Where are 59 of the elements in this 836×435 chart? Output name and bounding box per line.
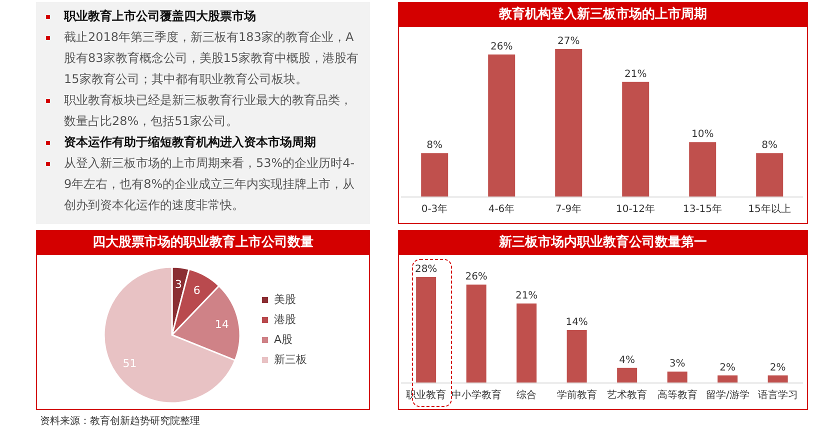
text: 职业教育上市公司覆盖四大股票市场 (62, 8, 257, 25)
bar (555, 49, 582, 197)
text: 资料来源：教育创新趋势研究院整理 (40, 414, 200, 428)
legend-label: 新三板 (273, 352, 307, 368)
bar (617, 368, 638, 383)
x-tick-label: 职业教育 (406, 389, 446, 402)
data-label: 51 (122, 357, 137, 370)
x-tick-label: 艺术教育 (607, 389, 648, 402)
text: 从登入新三板市场的上市周期来看，53%的企业历时4-9年左右，也有8%的企业成立三年内实现挂牌上市，从创办到资本化运作的速度非常快。 (63, 155, 356, 214)
data-label: 14 (214, 318, 229, 331)
data-label: 10% (691, 129, 714, 140)
text: 资本运作有助于缩短教育机构进入资本市场周期 (63, 134, 317, 151)
data-label: 26% (465, 272, 488, 283)
x-tick-label: 10-12年 (616, 203, 656, 216)
data-label: 28% (414, 264, 438, 275)
bar (718, 375, 738, 383)
legend-label: 美股 (273, 292, 297, 308)
x-tick-label: 7-9年 (555, 203, 582, 216)
data-label: 2% (770, 362, 786, 374)
chart-title: 教育机构登入新三板市场的上市周期 (399, 3, 807, 27)
x-tick-label: 语言学习 (758, 389, 798, 402)
bar (466, 284, 486, 383)
text: 职业教育板块已经是新三板教育行业最大的教育品类，数量占比28%，包括51家公司。 (63, 92, 353, 130)
data-label: 8% (762, 140, 778, 152)
x-tick-label: 高等教育 (657, 389, 698, 402)
data-label: 2% (720, 362, 736, 374)
bar (488, 54, 516, 197)
bar (421, 153, 448, 197)
chart-title: 新三板市场内职业教育公司数量第一 (399, 231, 807, 255)
legend-label: 港股 (273, 312, 297, 328)
data-label: 4% (619, 354, 636, 366)
text: 截止2018年第三季度，新三板有183家的教育企业，A股有83家教育概念公司，美股15家教育中概股，港股有15家教育公司；其中都有职业教育公司板块。 (63, 29, 360, 88)
bar (516, 304, 537, 383)
data-label: 8% (426, 140, 443, 152)
x-tick-label: 综合 (516, 389, 537, 402)
x-tick-label: 15年以上 (748, 203, 791, 216)
bar (416, 277, 436, 383)
data-label: 21% (624, 68, 647, 80)
x-tick-label: 留学/游学 (706, 389, 750, 402)
data-label: 27% (557, 36, 580, 47)
x-tick-label: 4-6年 (488, 203, 515, 216)
bar (667, 372, 688, 383)
chart-title: 四大股票市场的职业教育上市公司数量 (37, 231, 369, 255)
bar (756, 153, 784, 197)
data-label: 21% (515, 290, 538, 302)
bar (768, 375, 788, 383)
bar (622, 82, 650, 197)
bar (689, 142, 716, 197)
data-label: 6 (193, 284, 200, 297)
bar (566, 330, 587, 383)
x-tick-label: 学前教育 (556, 389, 597, 402)
data-label: 14% (566, 317, 588, 328)
data-label: 26% (490, 41, 513, 52)
data-label: 3 (174, 278, 182, 291)
x-tick-label: 0-3年 (421, 203, 448, 216)
x-tick-label: 13-15年 (682, 203, 722, 216)
legend-label: A股 (273, 332, 294, 348)
data-label: 3% (669, 358, 686, 370)
x-tick-label: 中小学教育 (451, 389, 502, 402)
